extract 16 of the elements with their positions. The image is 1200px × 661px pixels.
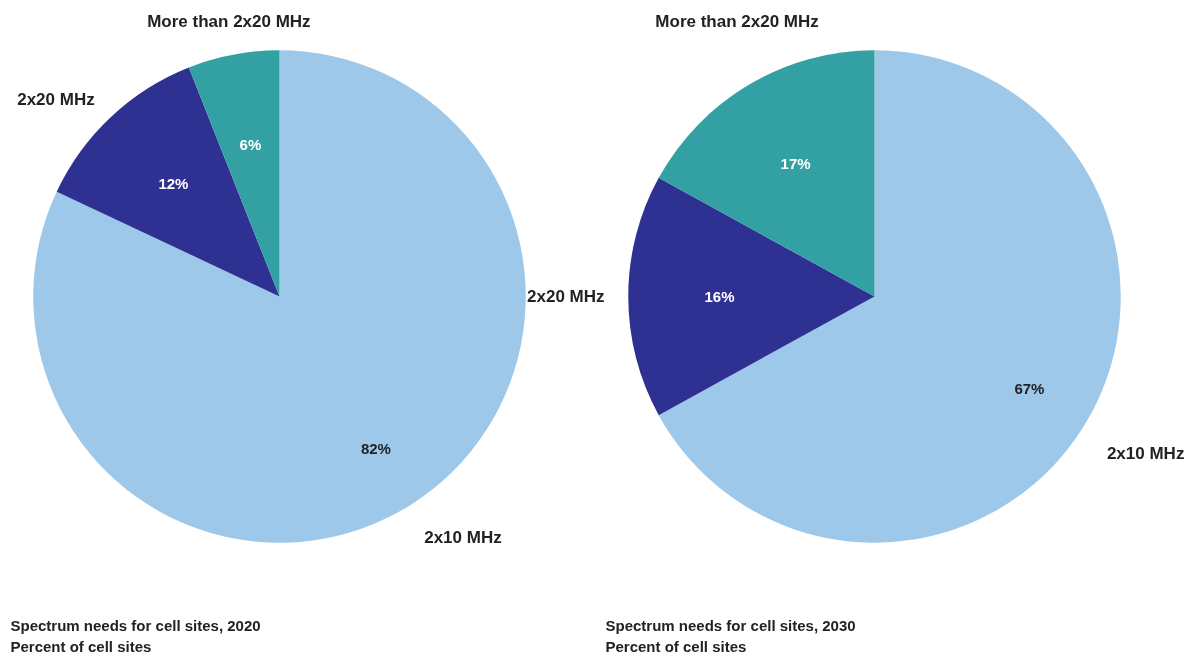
slice-label: 2x10 MHz: [1106, 444, 1185, 464]
data-label: 82%: [360, 439, 391, 457]
slice-label: 2x20 MHz: [527, 287, 605, 306]
data-label: 6%: [239, 135, 262, 153]
text: Percent of cell sites: [10, 638, 152, 655]
slice-label: More than 2x20 MHz: [147, 12, 311, 31]
text: Percent of cell sites: [605, 638, 747, 655]
data-label: 16%: [704, 288, 735, 305]
text: Spectrum needs for cell sites, 2020: [10, 617, 261, 634]
slice-label: 2x20 MHz: [17, 90, 95, 110]
slice-label: 2x10 MHz: [424, 528, 502, 548]
data-label: 17%: [780, 154, 811, 172]
text: Spectrum needs for cell sites, 2030: [605, 617, 856, 634]
data-label: 12%: [158, 175, 189, 193]
slice-label: More than 2x20 MHz: [655, 12, 819, 31]
data-label: 67%: [1014, 379, 1045, 397]
